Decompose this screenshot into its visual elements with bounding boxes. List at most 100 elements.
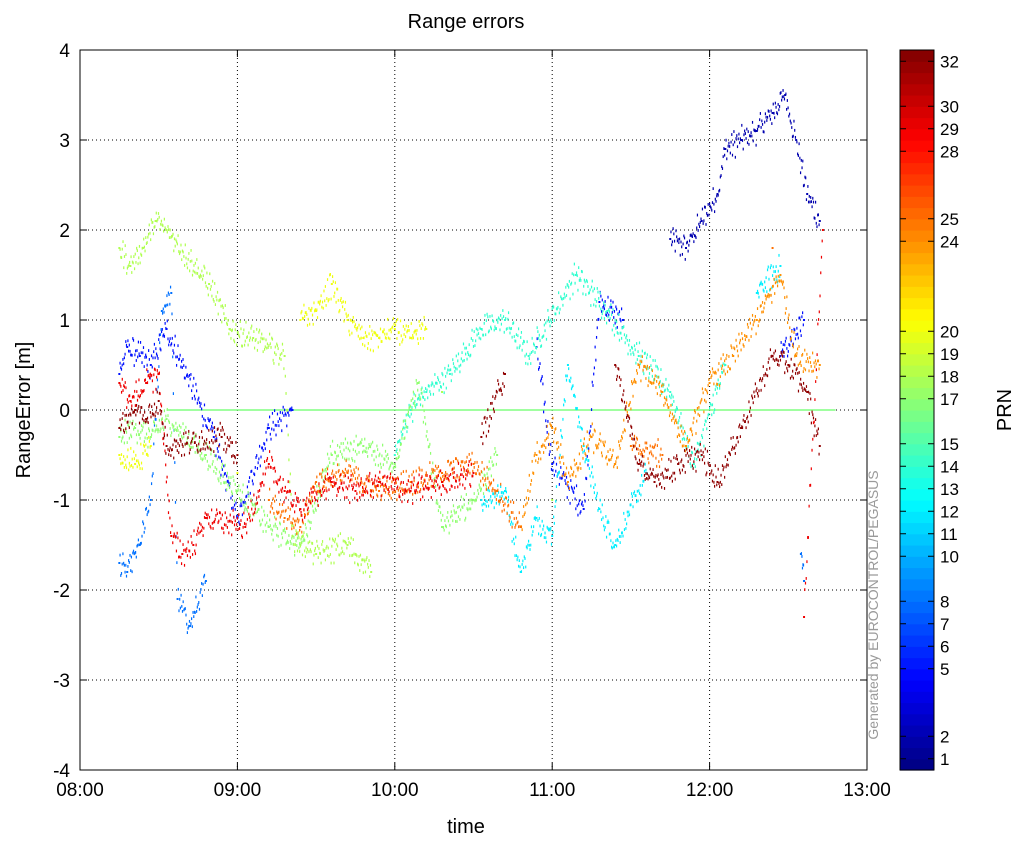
data-point [600,294,602,298]
data-point [653,474,655,478]
data-point [442,373,444,377]
data-point [308,498,310,502]
data-point [470,353,472,357]
data-point [251,507,253,511]
data-point [815,362,817,366]
data-point [202,447,204,451]
data-point [265,530,267,533]
data-point [215,454,217,458]
data-point [322,306,324,310]
data-point [389,328,392,331]
data-point [509,331,511,335]
data-point [137,394,139,398]
data-point [164,226,166,230]
data-point [640,452,642,456]
data-point [755,319,758,321]
data-point [226,526,228,529]
data-point [276,533,278,537]
data-point [203,403,206,407]
data-point [522,515,524,518]
data-point [586,430,588,434]
data-point [462,483,464,487]
data-point [415,488,417,492]
data-point [167,291,169,295]
data-point [601,298,603,302]
data-point [635,457,637,461]
data-point [124,244,126,248]
data-point [406,430,408,434]
data-point [704,388,706,391]
data-point [464,346,466,350]
colorbar-tick-label: 20 [940,322,959,341]
data-point [194,441,196,445]
data-point [818,445,821,447]
data-point [213,450,215,453]
data-point [196,401,198,405]
data-point [178,424,181,428]
scatter-points [118,89,824,635]
data-point [327,477,329,480]
data-point [671,412,673,416]
data-point [394,490,397,494]
data-point [664,388,666,392]
data-point [637,468,639,472]
data-point [339,532,342,536]
data-point [743,414,745,417]
data-point [496,493,498,497]
data-point [269,465,271,469]
data-point [484,415,486,419]
data-point [275,525,277,528]
colorbar-band [900,320,934,332]
data-point [576,504,578,508]
data-point [543,451,545,454]
data-point [142,522,145,526]
data-point [550,467,553,471]
data-point [527,543,529,547]
data-point [754,129,756,133]
data-point [197,526,199,530]
data-point [118,427,121,429]
data-point [374,485,377,489]
data-point [306,508,309,512]
data-point [571,473,573,476]
data-point [312,490,314,494]
data-point [266,346,268,350]
data-point [483,495,485,499]
data-point [341,305,344,309]
data-point [448,368,450,372]
data-point [717,378,719,382]
data-point [233,499,236,503]
data-point [605,456,607,460]
data-point [760,126,762,129]
data-point [769,288,771,292]
data-point [372,496,374,499]
data-point [794,337,797,341]
data-point [494,325,496,329]
data-point [816,353,818,357]
data-point [805,577,807,580]
data-point [360,441,362,445]
data-point [545,437,548,441]
data-point [241,504,243,508]
data-point [295,519,297,523]
data-point [485,477,487,481]
data-point [169,516,171,520]
data-point [333,295,335,298]
data-point [144,410,146,414]
data-point [551,427,554,429]
data-point [519,526,522,528]
data-point [700,399,702,403]
data-point [151,412,154,415]
data-point [530,479,533,482]
data-point [135,413,137,417]
data-point [769,117,772,121]
data-point [248,512,250,516]
data-point [549,422,551,426]
data-point [216,467,218,471]
data-point [193,436,195,440]
data-point [141,428,143,432]
data-point [367,476,369,480]
data-point [125,431,128,434]
data-point [592,384,594,387]
data-point [425,391,428,393]
